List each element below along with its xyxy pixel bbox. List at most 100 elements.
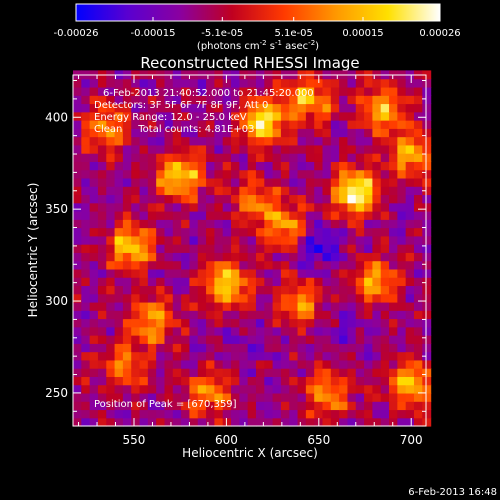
heatmap-cell [222,144,232,154]
heatmap-cell [214,376,224,386]
heatmap-cell [289,144,299,154]
heatmap-cell [206,368,215,377]
heatmap-cell [389,417,398,427]
heatmap-cell [355,169,365,179]
heatmap-cell [239,260,249,270]
heatmap-cell [339,351,349,361]
heatmap-cell [413,260,423,270]
heatmap-cell [181,210,191,220]
heatmap-cell [347,277,357,287]
heatmap-cell [122,227,132,237]
heatmap-cell [172,285,182,295]
heatmap-cell [372,186,382,196]
heatmap-cell [247,368,257,377]
heatmap-cell [156,153,166,162]
heatmap-cell [81,227,91,237]
heatmap-cell [405,268,415,278]
heatmap-cell [89,244,99,253]
heatmap-cell [314,335,324,344]
heatmap-cell [405,310,415,320]
heatmap-cell [172,384,182,394]
heatmap-cell [397,293,407,303]
heatmap-cell [139,368,149,377]
heatmap-cell [289,409,299,419]
heatmap-cell [231,95,240,105]
heatmap-cell [322,326,332,336]
heatmap-cell [164,120,174,129]
heatmap-cell [73,161,82,171]
heatmap-cell [122,368,132,377]
heatmap-cell [355,359,365,369]
heatmap-cell [364,153,374,162]
heatmap-cell [372,409,382,419]
heatmap-cell [297,219,307,229]
heatmap-cell [131,120,141,129]
heatmap-cell [413,343,423,353]
heatmap-cell [389,409,398,419]
heatmap-cell [114,78,124,88]
heatmap-cell [372,384,382,394]
heatmap-cell [322,368,332,377]
heatmap-cell [164,392,174,402]
heatmap-cell [372,95,382,105]
heatmap-cell [339,153,349,162]
heatmap-cell [355,235,365,245]
heatmap-cell [73,202,82,212]
heatmap-cell [147,177,157,187]
heatmap-cell [114,153,124,162]
heatmap-cell [222,252,232,262]
heatmap-cell [181,335,191,344]
heatmap-cell [413,78,423,88]
heatmap-cell [330,376,340,386]
heatmap-cell [97,219,107,229]
heatmap-cell [81,392,91,402]
heatmap-cell [131,301,141,311]
heatmap-cell [181,293,191,303]
heatmap-cell [355,301,365,311]
time-range-text: 6-Feb-2013 21:40:52.000 to 21:45:20.000 [103,88,314,99]
heatmap-cell [405,277,415,287]
heatmap-cell [231,235,240,245]
heatmap-cell [422,260,432,270]
heatmap-cell [131,401,141,411]
heatmap-cell [189,392,199,402]
heatmap-cell [255,202,265,212]
heatmap-cell [231,335,240,344]
heatmap-cell [139,169,149,179]
heatmap-cell [347,310,357,320]
heatmap-cell [231,186,240,196]
heatmap-cell [89,202,99,212]
heatmap-cell [222,210,232,220]
heatmap-cell [97,128,107,138]
heatmap-cell [389,392,398,402]
heatmap-cell [330,136,340,146]
heatmap-cell [322,169,332,179]
heatmap-cell [397,194,407,204]
heatmap-cell [280,252,290,262]
heatmap-cell [122,219,132,229]
heatmap-cell [197,235,207,245]
heatmap-cell [297,277,307,287]
heatmap-cell [264,235,274,245]
heatmap-cell [114,169,124,179]
heatmap-cell [156,376,166,386]
heatmap-cell [231,210,240,220]
heatmap-cell [389,244,398,253]
heatmap-cell [214,210,224,220]
heatmap-cell [214,392,224,402]
heatmap-cell [189,86,199,96]
heatmap-cell [330,111,340,121]
heatmap-cell [305,120,315,129]
heatmap-cell [172,210,182,220]
heatmap-cell [380,202,390,212]
heatmap-cell [255,417,265,427]
heatmap-cell [314,310,324,320]
heatmap-cell [272,384,282,394]
heatmap-cell [222,186,232,196]
heatmap-cell [272,252,282,262]
heatmap-cell [147,103,157,113]
heatmap-cell [413,293,423,303]
heatmap-cell [380,277,390,287]
heatmap-cell [222,86,232,96]
heatmap-cell [97,95,107,105]
